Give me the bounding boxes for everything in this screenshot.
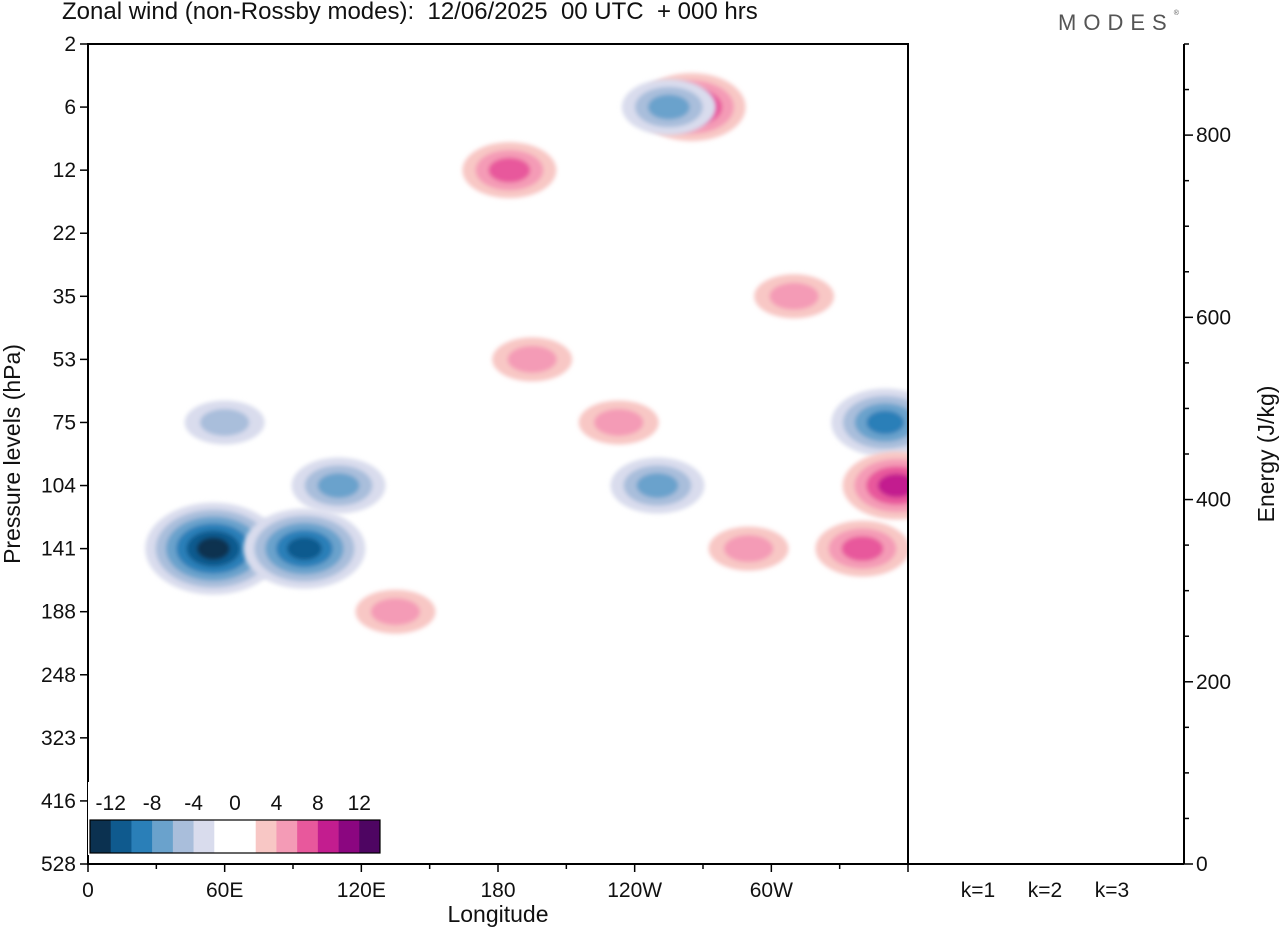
x-axis-title: Longitude xyxy=(447,901,548,927)
wind-feature-3 xyxy=(291,457,386,514)
colorbar-swatch xyxy=(110,820,132,853)
y-tick-label: 323 xyxy=(41,727,76,750)
wind-feature-16 xyxy=(708,526,789,571)
energy-tick-label: 0 xyxy=(1196,853,1208,876)
wind-feature-9 xyxy=(842,451,908,520)
energy-category-label: k=3 xyxy=(1095,879,1129,902)
y-tick-label: 35 xyxy=(53,285,76,308)
wind-feature-7 xyxy=(699,0,807,15)
x-tick-label: 60E xyxy=(206,879,243,902)
wind-feature-8 xyxy=(831,388,908,457)
colorbar-swatch xyxy=(193,820,215,853)
y-tick-label: 53 xyxy=(53,348,76,371)
energy-bar-chart: 0 200 400 600 800 k=1 k=2 k=3 xyxy=(908,43,1231,902)
y-tick-label: 188 xyxy=(41,601,76,624)
colorbar-frame xyxy=(89,819,381,854)
y-axis-title: Pressure levels (hPa) xyxy=(0,344,25,564)
colorbar-swatch xyxy=(317,820,339,853)
energy-tick-label: 200 xyxy=(1196,671,1231,694)
y-tick-label: 104 xyxy=(41,475,76,498)
y-tick-label: 248 xyxy=(41,664,76,687)
colorbar-swatch xyxy=(152,820,174,853)
chart-title: Zonal wind (non-Rossby modes): 12/06/202… xyxy=(62,0,758,25)
wind-feature-4 xyxy=(462,142,557,199)
colorbar-legend: -12 -8 -4 0 4 8 12 xyxy=(88,782,382,855)
colorbar-swatch xyxy=(214,820,236,853)
energy-bar xyxy=(1089,863,1135,865)
y-tick-label: 6 xyxy=(64,96,76,119)
colorbar-swatch xyxy=(172,820,194,853)
wind-feature-11 xyxy=(610,457,705,514)
energy-category-label: k=2 xyxy=(1028,879,1062,902)
y-tick-label: 22 xyxy=(53,222,76,245)
wind-feature-14 xyxy=(754,274,835,319)
wind-feature-6 xyxy=(621,79,716,136)
colorbar-label: 12 xyxy=(348,792,371,815)
colorbar-swatch xyxy=(297,820,319,853)
energy-bar xyxy=(955,863,1001,865)
y-tick-label: 75 xyxy=(53,411,76,434)
colorbar-label: 0 xyxy=(229,792,241,815)
wind-feature-1 xyxy=(243,508,366,589)
colorbar-swatch xyxy=(255,820,277,853)
x-tick-label: 60W xyxy=(750,879,793,902)
wind-heatmap xyxy=(145,0,908,634)
colorbar-swatch xyxy=(359,820,381,853)
colorbar-swatch xyxy=(235,820,257,853)
y-tick-label: 2 xyxy=(64,33,76,56)
wind-feature-12 xyxy=(492,337,573,382)
energy-tick-label: 800 xyxy=(1196,124,1231,147)
colorbar-label: 8 xyxy=(312,792,324,815)
colorbar-label: -4 xyxy=(184,792,203,815)
colorbar-label: 4 xyxy=(271,792,283,815)
colorbar-swatch xyxy=(338,820,360,853)
energy-tick-label: 400 xyxy=(1196,489,1231,512)
colorbar-label: -8 xyxy=(143,792,162,815)
y-tick-label: 141 xyxy=(41,538,76,561)
wind-feature-10 xyxy=(815,520,908,577)
energy-category-label: k=1 xyxy=(961,879,995,902)
colorbar-label: -12 xyxy=(96,792,126,815)
x-tick-label: 120W xyxy=(607,879,662,902)
wind-feature-0 xyxy=(145,502,282,595)
x-tick-label: 0 xyxy=(82,879,94,902)
wind-feature-15 xyxy=(184,400,265,445)
colorbar-swatch xyxy=(276,820,298,853)
colorbar-swatch xyxy=(90,820,112,853)
energy-tick-label: 600 xyxy=(1196,306,1231,329)
wind-feature-17 xyxy=(355,589,436,634)
brand-logo: MODES® xyxy=(1058,10,1179,35)
y-tick-label: 416 xyxy=(41,790,76,813)
colorbar-swatch xyxy=(131,820,153,853)
energy-bar xyxy=(1022,863,1068,865)
y-tick-label: 12 xyxy=(53,159,76,182)
wind-feature-13 xyxy=(578,400,659,445)
y-tick-label: 528 xyxy=(41,853,76,876)
x-tick-label: 120E xyxy=(337,879,386,902)
wind-feature-2 xyxy=(209,0,331,21)
energy-axis-title: Energy (J/kg) xyxy=(1253,386,1279,523)
x-tick-label: 180 xyxy=(480,879,515,902)
